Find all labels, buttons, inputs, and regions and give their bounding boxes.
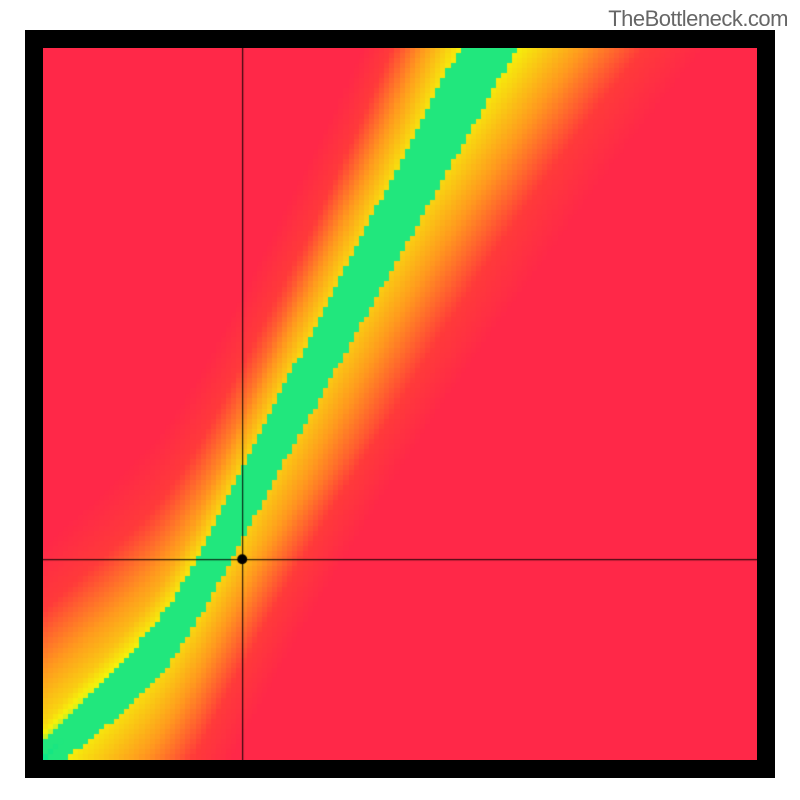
crosshair-overlay <box>43 48 757 760</box>
watermark-text: TheBottleneck.com <box>608 6 788 32</box>
chart-container: TheBottleneck.com <box>0 0 800 800</box>
